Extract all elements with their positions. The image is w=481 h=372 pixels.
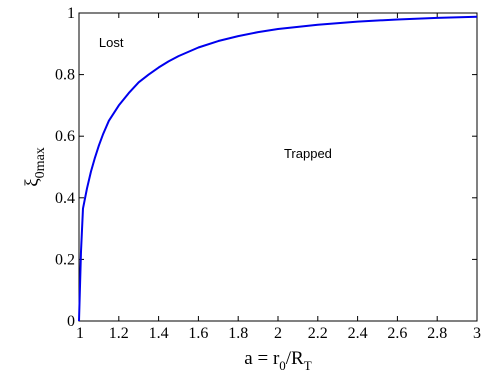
y-tick-label: 0.8 xyxy=(55,67,75,84)
x-tick-label: 1.4 xyxy=(149,325,169,342)
y-tick-label: 1 xyxy=(67,5,75,22)
annotation-label: Trapped xyxy=(284,146,332,161)
y-tick-label: 0.2 xyxy=(55,251,75,268)
y-axis-ticks: 0 0.2 0.4 0.6 0.8 1 xyxy=(55,5,477,330)
x-tick-label: 2.6 xyxy=(387,325,407,342)
annotation-label: Lost xyxy=(99,35,124,50)
x-tick-label: 2.2 xyxy=(308,325,328,342)
x-tick-label: 1.8 xyxy=(228,325,248,342)
series-line xyxy=(78,15,478,322)
x-tick-label: 1.2 xyxy=(109,325,129,342)
y-tick-label: 0 xyxy=(67,313,75,330)
annotations: Lost Trapped xyxy=(99,35,332,161)
x-tick-label: 1.6 xyxy=(188,325,208,342)
plot-frame xyxy=(78,12,478,322)
x-tick-label: 2 xyxy=(274,325,282,342)
x-axis-title: a = r0/RT xyxy=(244,348,311,372)
x-axis-ticks: 1 1.2 1.4 1.6 1.8 2 2.2 2.4 2.6 2.8 3 xyxy=(76,13,481,342)
y-tick-label: 0.6 xyxy=(55,128,75,145)
x-tick-label: 2.4 xyxy=(348,325,368,342)
x-tick-label: 1 xyxy=(76,325,84,342)
y-tick-label: 0.4 xyxy=(55,190,75,207)
series-group xyxy=(78,15,478,322)
y-axis-title: ξ0max xyxy=(22,147,48,187)
x-tick-label: 2.8 xyxy=(427,325,447,342)
x-tick-label: 3 xyxy=(473,325,481,342)
